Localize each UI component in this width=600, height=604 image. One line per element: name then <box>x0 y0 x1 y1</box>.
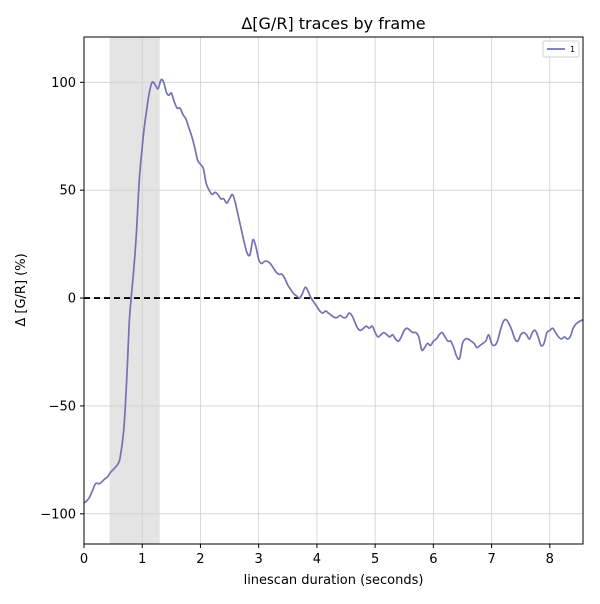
y-tick-label: 50 <box>59 184 76 199</box>
y-tick-label: 100 <box>51 76 76 91</box>
axes-layer <box>83 36 584 545</box>
shaded-region-layer <box>109 37 160 544</box>
y-tick-label: 0 <box>68 292 76 307</box>
y-axis-label: Δ [G/R] (%) <box>14 253 29 326</box>
plot-frame <box>83 36 584 545</box>
x-tick-label: 7 <box>487 552 495 567</box>
y-tick-label: −50 <box>49 399 76 414</box>
y-tick-label: −100 <box>40 507 76 522</box>
x-tick-label: 5 <box>371 552 379 567</box>
chart-title: Δ[G/R] traces by frame <box>241 14 425 33</box>
legend: 1 <box>542 40 580 58</box>
x-tick-label: 2 <box>196 552 204 567</box>
series-line-1 <box>83 78 584 504</box>
x-tick-label: 0 <box>80 552 88 567</box>
x-axis-label: linescan duration (seconds) <box>244 573 424 588</box>
x-tick-label: 8 <box>546 552 554 567</box>
x-tick-label: 4 <box>313 552 321 567</box>
series-layer <box>83 78 584 504</box>
x-tick-label: 1 <box>138 552 146 567</box>
legend-label: 1 <box>570 45 575 54</box>
x-tick-label: 6 <box>429 552 437 567</box>
x-tick-label: 3 <box>255 552 263 567</box>
shaded-region <box>109 37 160 544</box>
tick-layer: 0 1 2 3 4 5 6 7 8 100 50 0 −50 −100 <box>40 76 554 567</box>
